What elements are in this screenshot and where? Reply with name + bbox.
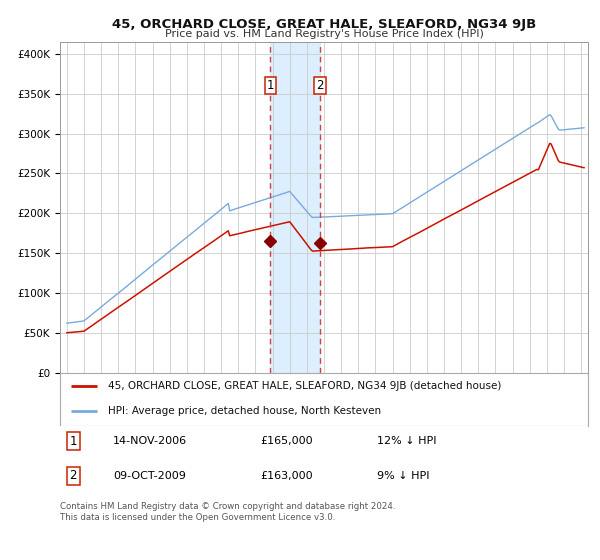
Text: £165,000: £165,000 (260, 436, 313, 446)
Text: 9% ↓ HPI: 9% ↓ HPI (377, 471, 430, 481)
Text: 2: 2 (316, 80, 324, 92)
Text: 45, ORCHARD CLOSE, GREAT HALE, SLEAFORD, NG34 9JB: 45, ORCHARD CLOSE, GREAT HALE, SLEAFORD,… (112, 18, 536, 31)
Text: HPI: Average price, detached house, North Kesteven: HPI: Average price, detached house, Nort… (107, 406, 380, 416)
Text: 12% ↓ HPI: 12% ↓ HPI (377, 436, 436, 446)
Text: 14-NOV-2006: 14-NOV-2006 (113, 436, 187, 446)
Text: 1: 1 (266, 80, 274, 92)
Bar (271, 42, 320, 372)
Text: 09-OCT-2009: 09-OCT-2009 (113, 471, 185, 481)
Text: 2: 2 (70, 469, 77, 482)
Text: 45, ORCHARD CLOSE, GREAT HALE, SLEAFORD, NG34 9JB (detached house): 45, ORCHARD CLOSE, GREAT HALE, SLEAFORD,… (107, 381, 501, 391)
Text: 1: 1 (70, 435, 77, 447)
Text: Price paid vs. HM Land Registry's House Price Index (HPI): Price paid vs. HM Land Registry's House … (164, 29, 484, 39)
Text: Contains HM Land Registry data © Crown copyright and database right 2024.
This d: Contains HM Land Registry data © Crown c… (60, 502, 395, 522)
Text: £163,000: £163,000 (260, 471, 313, 481)
